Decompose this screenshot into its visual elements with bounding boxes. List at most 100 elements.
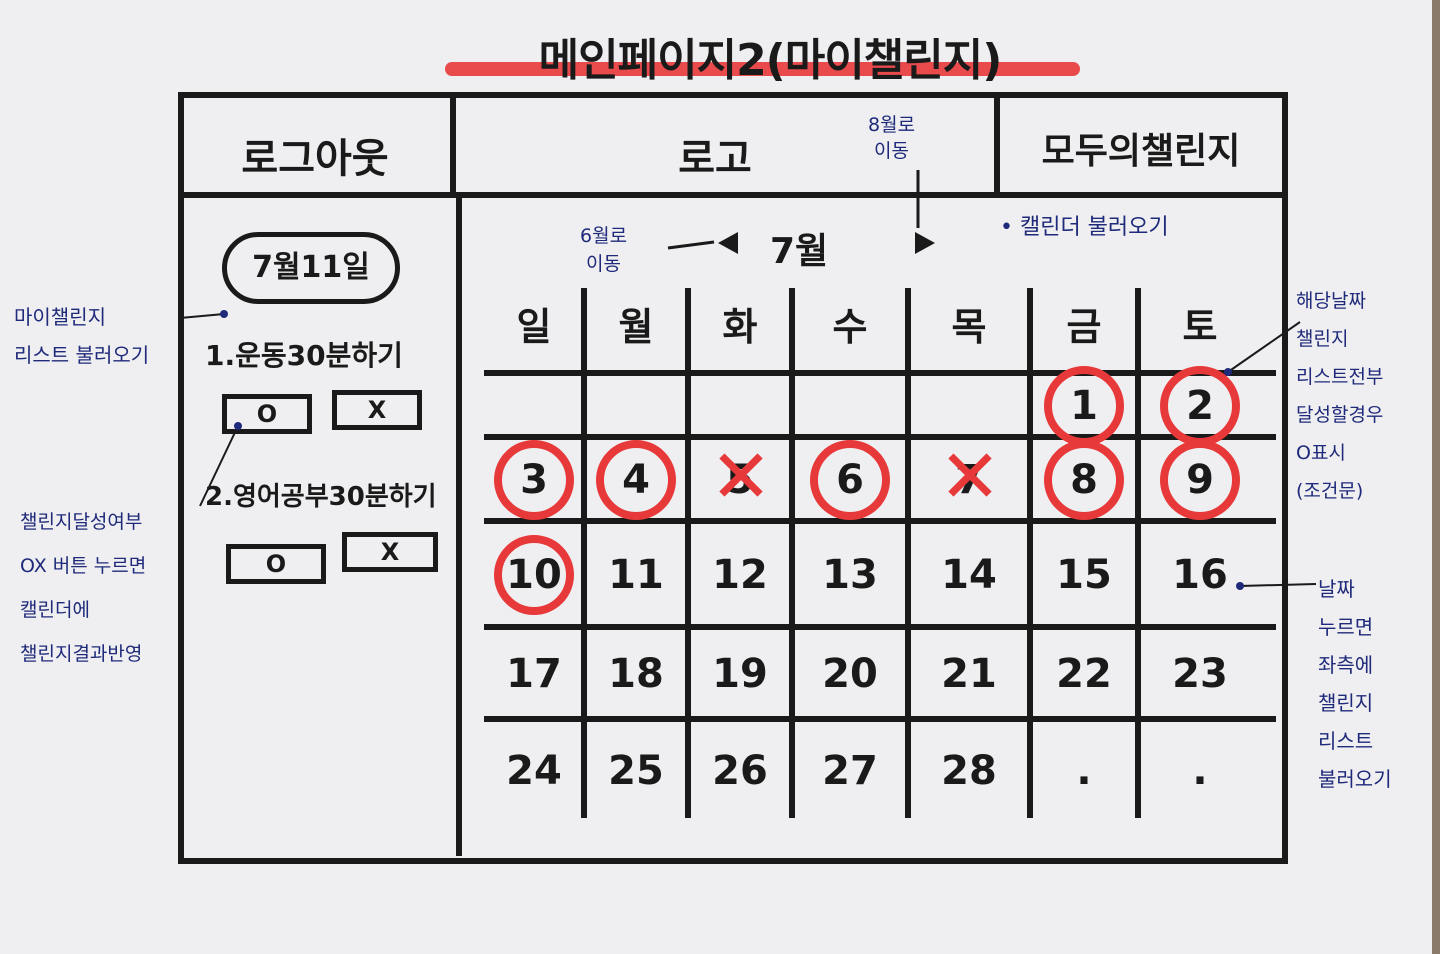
weekday-label: 일: [516, 305, 552, 349]
annotation-line: 8월로: [868, 114, 916, 136]
sidebar-divider: [456, 196, 462, 856]
calendar-day[interactable]: 15: [1056, 552, 1112, 598]
calendar-day[interactable]: 17: [506, 651, 562, 697]
month-label: 7월: [770, 231, 829, 272]
calendar-day[interactable]: .: [1076, 748, 1092, 794]
logout-button[interactable]: 로그아웃: [241, 136, 389, 182]
calendar-day[interactable]: 13: [822, 552, 878, 598]
leader-line-ox: [199, 425, 239, 507]
prev-month-arrow-icon[interactable]: [718, 232, 738, 254]
calendar-day[interactable]: 19: [712, 651, 768, 697]
calendar-day[interactable]: 6: [836, 457, 864, 503]
header-col-divider-right: [994, 96, 1000, 198]
calendar-day[interactable]: 9: [1186, 457, 1214, 503]
task-2-o-button[interactable]: O: [226, 544, 326, 584]
annotation-all-done: 해당날짜 챌린지 리스트전부 달성할경우 O표시 (조건문): [1296, 282, 1383, 510]
annotation-line: 날짜: [1318, 577, 1355, 601]
leader-dot: [1236, 582, 1244, 590]
calendar-row-line: [484, 370, 1276, 376]
calendar-day[interactable]: 11: [608, 552, 664, 598]
leader-dot: [234, 422, 242, 430]
calendar-day[interactable]: 10: [506, 552, 562, 598]
calendar-day[interactable]: 2: [1186, 383, 1214, 429]
calendar-day[interactable]: .: [1192, 748, 1208, 794]
calendar-day[interactable]: 24: [506, 748, 562, 794]
task-1-x-button[interactable]: X: [332, 390, 422, 430]
leader-line-all-done: [1227, 321, 1301, 373]
task-2-x-button[interactable]: X: [342, 532, 438, 572]
calendar-day[interactable]: 16: [1172, 552, 1228, 598]
annotation-ox-button: 챌린지달성여부 OX 버튼 누르면 캘린더에 챌린지결과반영: [20, 500, 146, 676]
header-col-divider-left: [450, 96, 456, 198]
calendar-day[interactable]: 23: [1172, 651, 1228, 697]
annotation-line: 이동: [874, 140, 910, 162]
calendar-day[interactable]: 7: [955, 457, 983, 503]
annotation-line: 좌측에: [1318, 653, 1374, 677]
task-1-o-button[interactable]: O: [222, 394, 312, 434]
annotation-line: 챌린지: [1296, 328, 1349, 350]
calendar-day[interactable]: 25: [608, 748, 664, 794]
annotation-line: 해당날짜: [1296, 290, 1366, 312]
annotation-line: 챌린지달성여부: [20, 511, 143, 533]
selected-date: 7월11일: [222, 232, 400, 304]
calendar-day[interactable]: 12: [712, 552, 768, 598]
annotation-load-list: 마이챌린지 리스트 불러오기: [14, 298, 149, 374]
weekday-label: 금: [1066, 305, 1102, 349]
leader-line-prev: [667, 240, 715, 250]
annotation-click-date: 날짜 누르면 좌측에 챌린지 리스트 불러오기: [1318, 570, 1392, 798]
calendar-col-line: [685, 288, 691, 818]
annotation-line: 리스트: [1318, 729, 1374, 753]
weekday-label: 화: [722, 305, 758, 349]
annotation-load-calendar: • 캘린더 불러오기: [1000, 215, 1169, 240]
calendar-day[interactable]: 28: [941, 748, 997, 794]
title-underline: [445, 62, 1080, 76]
calendar-day[interactable]: 3: [520, 457, 548, 503]
header-divider: [180, 192, 1286, 198]
app-frame: [178, 92, 1288, 864]
next-month-arrow-icon[interactable]: [915, 232, 935, 254]
calendar-col-line: [789, 288, 795, 818]
weekday-label: 월: [618, 305, 654, 349]
annotation-line: 마이챌린지: [14, 305, 106, 329]
annotation-line: 리스트전부: [1296, 366, 1384, 388]
annotation-line: (조건문): [1296, 480, 1364, 502]
calendar-day[interactable]: 4: [622, 457, 650, 503]
calendar-col-line: [581, 288, 587, 818]
annotation-line: 이동: [586, 253, 622, 275]
calendar-row-line: [484, 624, 1276, 630]
calendar-col-line: [905, 288, 911, 818]
calendar-day[interactable]: 18: [608, 651, 664, 697]
calendar-row-line: [484, 518, 1276, 524]
annotation-line: 불러오기: [1318, 767, 1392, 791]
annotation-line: O표시: [1296, 442, 1346, 464]
calendar-day[interactable]: 8: [1070, 457, 1098, 503]
calendar-col-line: [1135, 288, 1141, 818]
weekday-label: 토: [1182, 305, 1218, 349]
task-2-label: 2.영어공부30분하기: [205, 482, 437, 512]
leader-dot: [1224, 368, 1232, 376]
calendar-day[interactable]: 5: [726, 457, 754, 503]
annotation-line: 누르면: [1318, 615, 1374, 639]
leader-line-date: [1239, 583, 1317, 587]
calendar-day[interactable]: 1: [1070, 383, 1098, 429]
all-challenges-button[interactable]: 모두의챌린지: [1041, 131, 1241, 172]
annotation-line: 캘린더에: [20, 599, 90, 621]
logo[interactable]: 로고: [678, 136, 752, 182]
task-1-label: 1.운동30분하기: [205, 339, 403, 372]
weekday-label: 수: [832, 305, 868, 349]
calendar-row-line: [484, 716, 1276, 722]
calendar-day[interactable]: 20: [822, 651, 878, 697]
calendar-day[interactable]: 21: [941, 651, 997, 697]
leader-dot: [220, 310, 228, 318]
calendar-row-line: [484, 434, 1276, 440]
calendar-day[interactable]: 26: [712, 748, 768, 794]
annotation-prev-month: 6월로 이동: [580, 222, 627, 278]
calendar-day[interactable]: 22: [1056, 651, 1112, 697]
calendar-day[interactable]: 27: [822, 748, 878, 794]
leader-line-list: [179, 313, 225, 319]
calendar-col-line: [1027, 288, 1033, 818]
calendar-day[interactable]: 14: [941, 552, 997, 598]
annotation-line: 챌린지: [1318, 691, 1374, 715]
annotation-line: 챌린지결과반영: [20, 643, 143, 665]
